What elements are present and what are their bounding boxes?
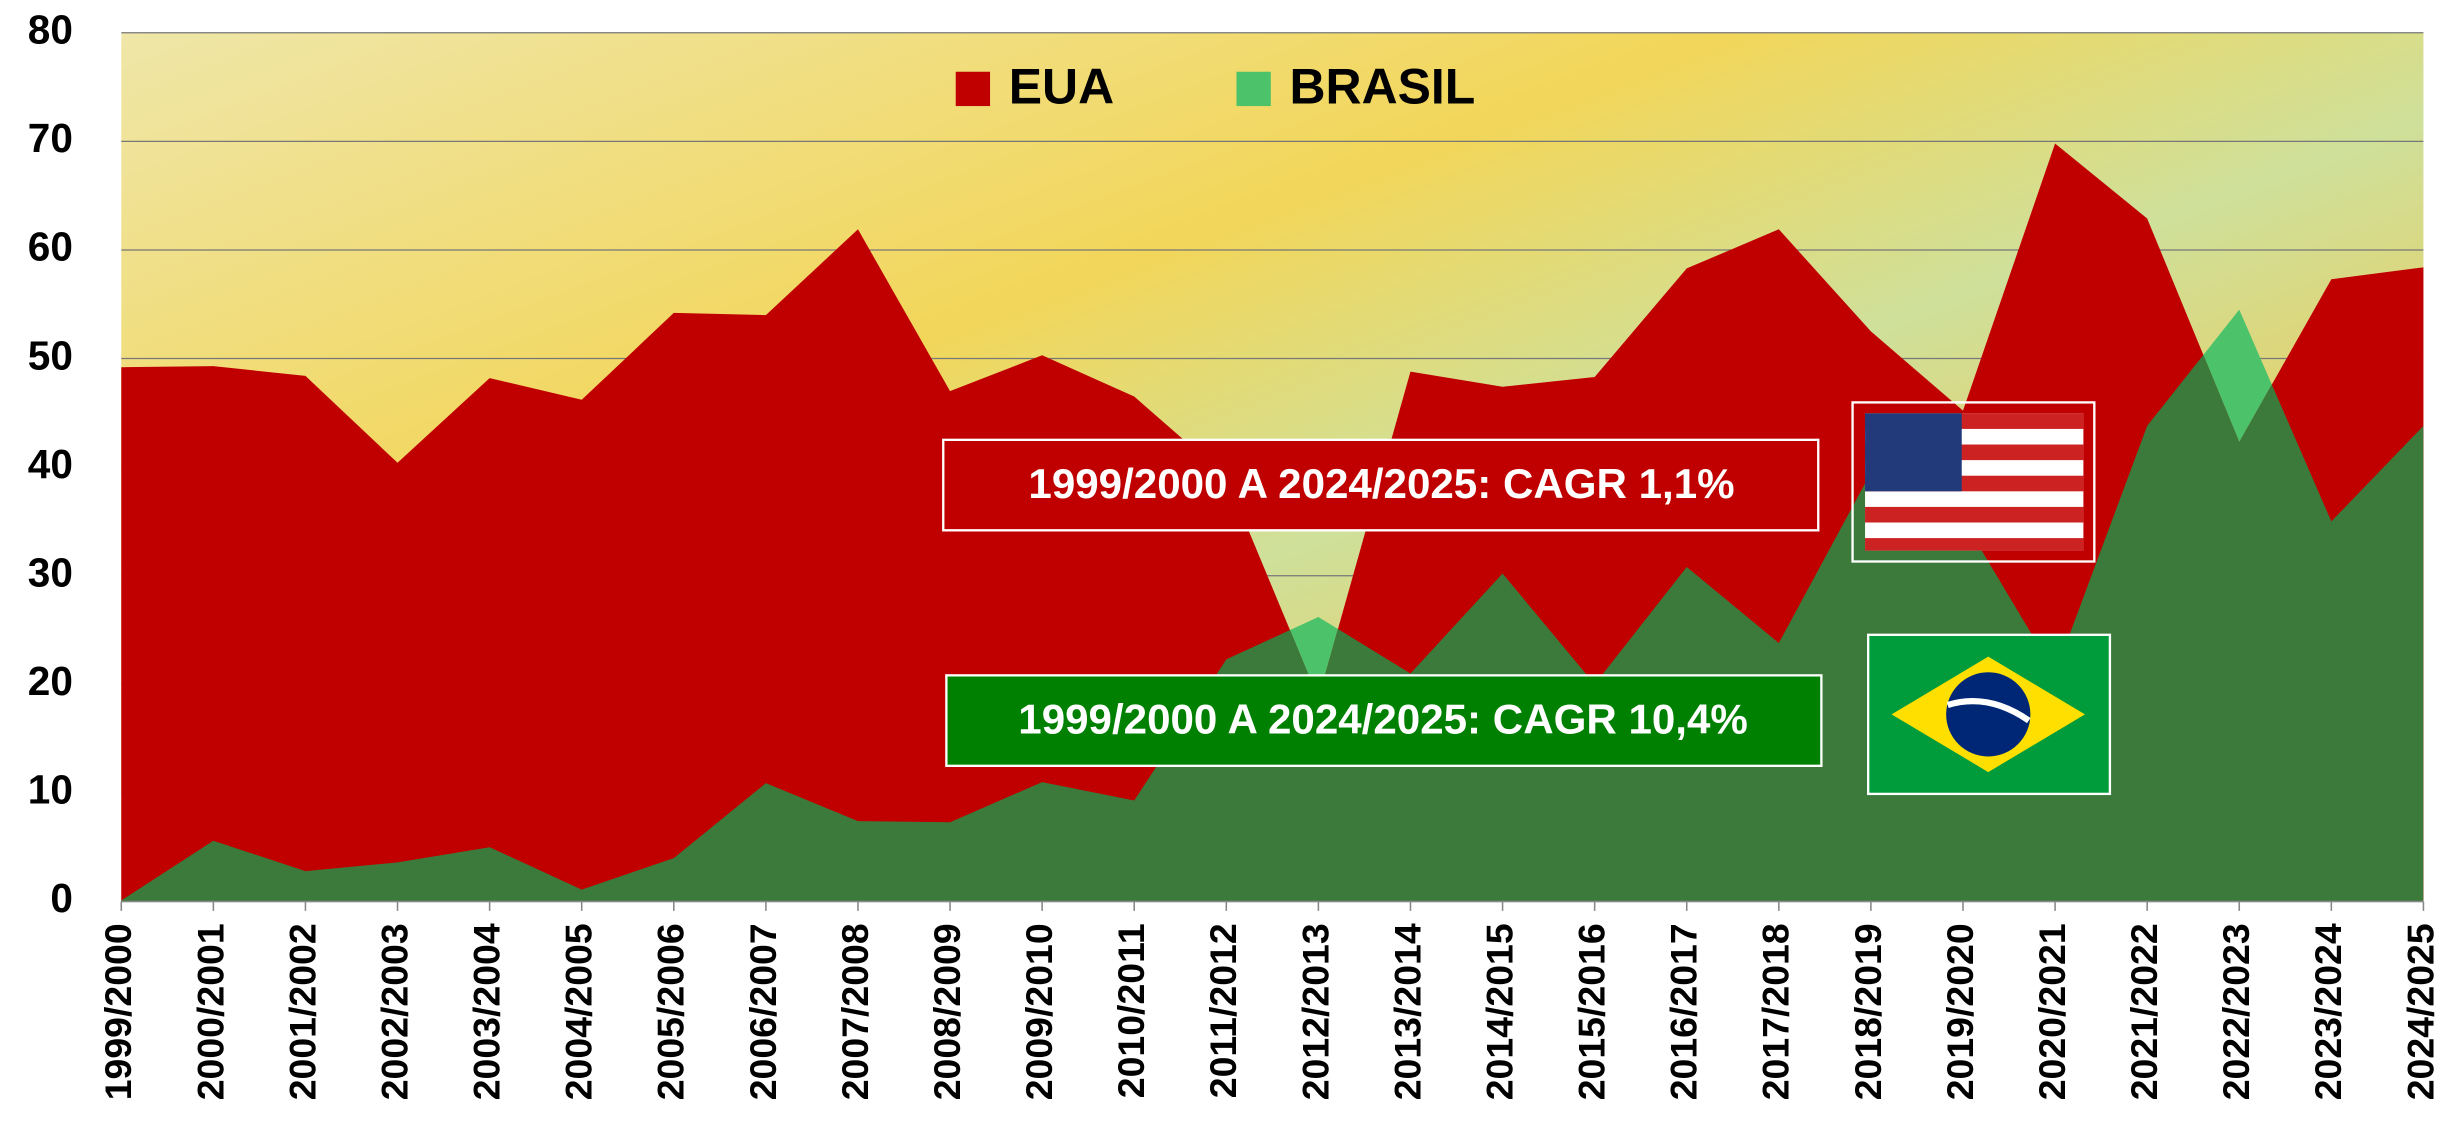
x-tick-label: 2014/2015: [1478, 923, 1520, 1100]
annotation-box: [942, 438, 1820, 532]
x-tick-label: 2015/2016: [1571, 923, 1613, 1100]
y-tick-label: 60: [28, 224, 73, 270]
annotation: 1999/2000 A 2024/2025: CAGR 1,1%: [1028, 460, 1734, 507]
y-tick-label: 10: [28, 767, 73, 813]
legend-label: EUA: [1009, 59, 1114, 115]
legend-label: BRASIL: [1290, 59, 1476, 115]
annotation: 1999/2000 A 2024/2025: CAGR 10,4%: [1018, 695, 1748, 742]
x-tick-label: 2017/2018: [1755, 923, 1797, 1100]
y-tick-label: 50: [28, 332, 73, 378]
x-tick-label: 2009/2010: [1018, 923, 1060, 1100]
y-tick-label: 70: [28, 115, 73, 161]
x-tick-label: 2007/2008: [834, 923, 876, 1100]
x-tick-label: 2003/2004: [466, 923, 508, 1100]
x-tick-label: 2013/2014: [1386, 923, 1428, 1100]
x-tick-label: 2020/2021: [2031, 923, 2073, 1100]
x-tick-label: 2006/2007: [742, 923, 784, 1100]
y-tick-label: 20: [28, 658, 73, 704]
x-tick-label: 2001/2002: [281, 923, 323, 1100]
x-tick-label: 2004/2005: [558, 923, 600, 1100]
brazil-flag-icon: [1866, 633, 2112, 796]
x-tick-label: 2019/2020: [1939, 923, 1981, 1100]
x-tick-label: 2022/2023: [2215, 923, 2257, 1100]
x-tick-label: 2005/2006: [650, 923, 692, 1100]
x-tick-label: 2023/2024: [2307, 923, 2349, 1100]
annotation-box: [945, 674, 1823, 767]
x-tick-label: 2024/2025: [2399, 923, 2441, 1100]
y-tick-label: 40: [28, 441, 73, 487]
area-overlap: [121, 309, 2424, 902]
y-tick-label: 80: [28, 6, 73, 52]
x-tick-label: 2018/2019: [1847, 923, 1889, 1100]
legend-swatch: [1236, 71, 1271, 107]
x-tick-label: 2016/2017: [1663, 923, 1705, 1100]
x-tick-label: 2012/2013: [1294, 923, 1336, 1100]
x-tick-label: 2010/2011: [1110, 923, 1152, 1098]
legend-swatch: [955, 71, 991, 107]
x-tick-label: 1999/2000: [97, 923, 139, 1100]
x-tick-label: 2008/2009: [926, 923, 968, 1100]
us-flag-icon: [1851, 401, 2096, 563]
x-tick-label: 2021/2022: [2123, 923, 2165, 1100]
y-tick-label: 30: [28, 549, 73, 595]
x-tick-label: 2000/2001: [189, 923, 231, 1100]
x-tick-label: 2002/2003: [373, 923, 415, 1100]
y-tick-label: 0: [50, 875, 73, 921]
x-tick-label: 2011/2012: [1202, 923, 1244, 1098]
